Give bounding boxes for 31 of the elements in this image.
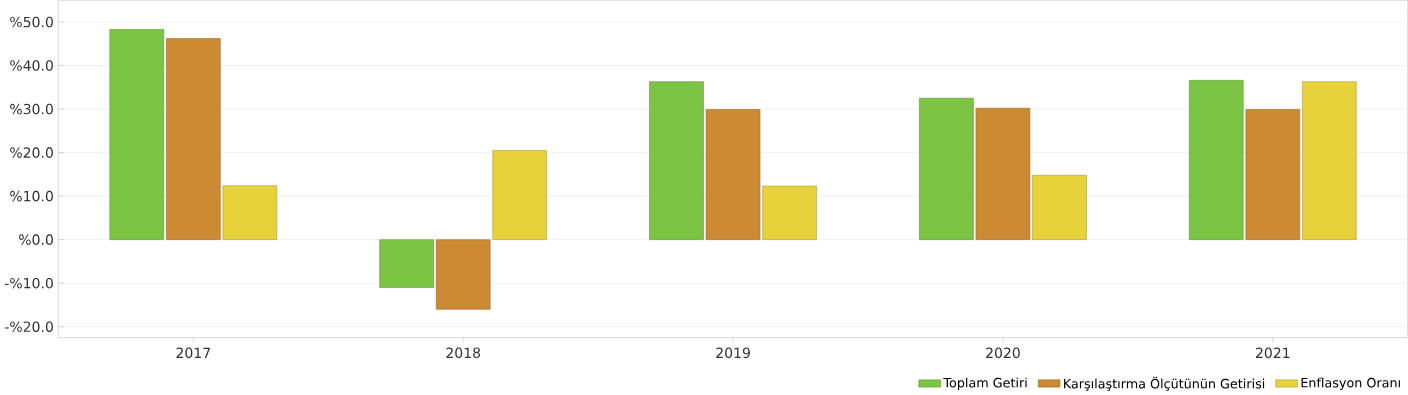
legend-label: Toplam Getiri xyxy=(943,377,1027,390)
y-tick-label: -%20.0 xyxy=(4,321,53,332)
bar xyxy=(919,97,974,240)
x-tick-label: 2021 xyxy=(1255,347,1290,358)
x-tick-label: 2019 xyxy=(716,347,750,358)
bar xyxy=(1032,174,1087,240)
y-tick-label: %40.0 xyxy=(10,60,53,71)
bar xyxy=(649,81,704,240)
bar xyxy=(1245,109,1301,240)
y-tick-label: %0.0 xyxy=(19,234,53,245)
bar xyxy=(1302,81,1357,240)
bar xyxy=(166,38,221,240)
y-tick-label: %50.0 xyxy=(10,16,53,28)
bar xyxy=(762,185,817,240)
bar xyxy=(492,150,547,240)
x-tick-label: 2017 xyxy=(176,347,210,358)
legend-label: Karşılaştırma Ölçütünün Getirisi xyxy=(1064,376,1265,391)
bar xyxy=(109,29,165,240)
legend-label: Enflasyon Oranı xyxy=(1301,377,1400,390)
y-tick-label: %30.0 xyxy=(10,103,53,115)
bar xyxy=(705,109,761,240)
bar xyxy=(379,239,434,288)
y-tick-label: %10.0 xyxy=(10,190,53,202)
x-tick-label: 2018 xyxy=(446,347,481,358)
y-tick-label: -%10.0 xyxy=(4,277,53,289)
bar xyxy=(435,239,491,310)
bar xyxy=(975,107,1031,240)
y-tick-label: %20.0 xyxy=(10,147,53,158)
bar xyxy=(222,185,278,240)
bar xyxy=(1189,79,1244,240)
x-tick-label: 2020 xyxy=(986,347,1020,358)
